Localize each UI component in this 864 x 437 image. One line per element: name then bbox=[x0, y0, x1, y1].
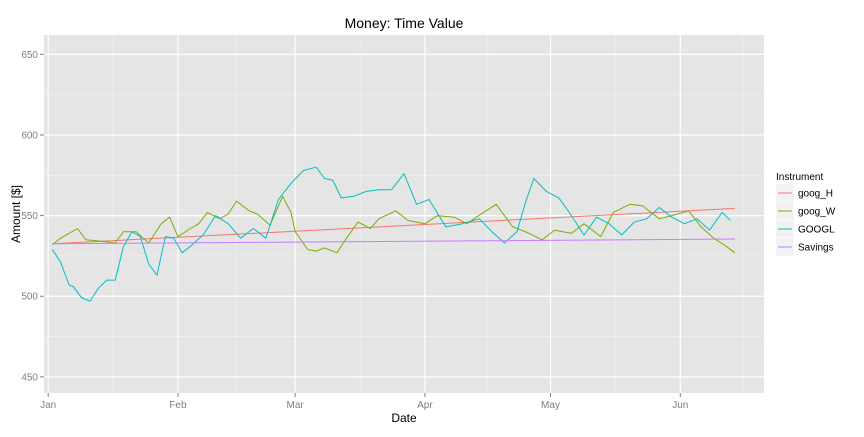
x-tick-label: Apr bbox=[417, 400, 433, 411]
y-axis-label: Amount [$] bbox=[9, 185, 23, 243]
x-tick-label: Feb bbox=[169, 400, 187, 411]
x-axis-ticks: Jan Feb Mar Apr May Jun bbox=[40, 393, 688, 411]
y-tick-label: 450 bbox=[21, 372, 38, 383]
plot-panel bbox=[44, 35, 764, 393]
legend-label-savings: Savings bbox=[798, 243, 834, 254]
series-line-goog-w bbox=[52, 195, 736, 254]
series-lines bbox=[51, 166, 736, 302]
chart-title: Money: Time Value bbox=[345, 15, 464, 31]
legend-label-goog-w: goog_W bbox=[798, 207, 836, 218]
legend-label-googl: GOOGL bbox=[798, 225, 835, 236]
series-line-savings bbox=[52, 238, 735, 245]
y-tick-label: 550 bbox=[21, 211, 38, 222]
x-tick-label: Jan bbox=[40, 400, 56, 411]
y-tick-label: 600 bbox=[21, 130, 38, 141]
minor-gridlines bbox=[44, 35, 764, 393]
x-axis-label: Date bbox=[391, 411, 417, 425]
series-line-goog-h bbox=[52, 207, 735, 245]
y-axis-ticks: 450 500 550 600 650 bbox=[21, 50, 44, 383]
major-gridlines bbox=[44, 35, 764, 393]
y-tick-label: 650 bbox=[21, 50, 38, 61]
x-tick-label: Mar bbox=[287, 400, 305, 411]
series-line-googl bbox=[51, 166, 731, 302]
y-tick-label: 500 bbox=[21, 292, 38, 303]
legend-title: Instrument bbox=[776, 172, 823, 183]
x-tick-label: May bbox=[541, 400, 560, 411]
legend-label-goog-h: goog_H bbox=[798, 189, 833, 200]
legend: Instrument goog_H goog_W GOOGL Savings bbox=[775, 172, 836, 257]
x-tick-label: Jun bbox=[672, 400, 688, 411]
